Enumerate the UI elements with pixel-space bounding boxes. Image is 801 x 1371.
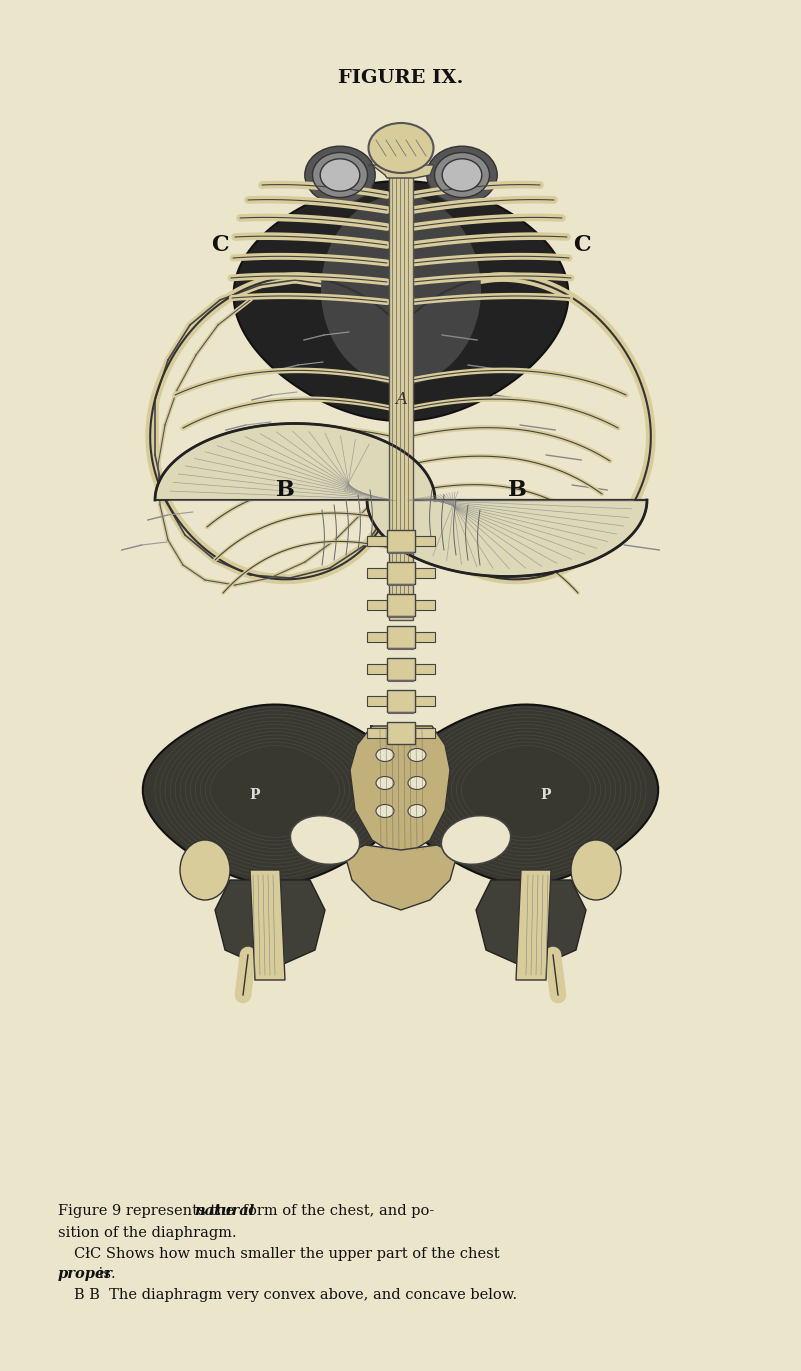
Bar [415,632,435,642]
Polygon shape [321,195,481,385]
Bar [367,632,387,642]
Text: is.: is. [94,1267,115,1282]
PathPatch shape [368,165,434,178]
Text: proper: proper [58,1267,113,1282]
Ellipse shape [571,840,621,899]
Bar [415,600,435,610]
Bar [387,531,415,553]
Text: A: A [395,392,407,409]
Polygon shape [394,705,658,884]
Text: C: C [574,234,591,256]
Bar [415,728,435,738]
Bar [387,562,415,584]
Ellipse shape [408,749,426,761]
Polygon shape [345,845,457,910]
Ellipse shape [442,159,481,191]
Polygon shape [143,705,407,884]
Bar [415,696,435,706]
Polygon shape [234,181,569,421]
Text: B B  The diaphragm very convex above, and concave below.: B B The diaphragm very convex above, and… [74,1287,517,1302]
Ellipse shape [180,840,230,899]
Ellipse shape [320,159,360,191]
Ellipse shape [376,805,394,817]
Bar [387,627,415,648]
Bar [387,690,415,712]
Bar [415,536,435,546]
Ellipse shape [376,776,394,790]
Text: B: B [508,478,526,500]
Text: Figure 9 represents the: Figure 9 represents the [58,1204,239,1219]
Ellipse shape [408,805,426,817]
Text: P: P [250,788,260,802]
Text: natural: natural [195,1204,255,1219]
Bar [387,594,415,616]
Bar [387,723,415,744]
Bar [415,664,435,675]
Polygon shape [367,500,647,576]
Ellipse shape [434,152,489,197]
Text: B: B [276,478,295,500]
Text: form of the chest, and po-: form of the chest, and po- [238,1204,434,1219]
Text: P: P [541,788,551,802]
Text: FIGURE IX.: FIGURE IX. [338,69,464,86]
Polygon shape [350,727,450,858]
Ellipse shape [368,123,433,173]
Text: C: C [211,234,229,256]
Bar [367,696,387,706]
Bar [367,728,387,738]
Bar [415,568,435,579]
Ellipse shape [441,816,511,864]
Text: sition of the diaphragm.: sition of the diaphragm. [58,1226,236,1241]
Bar [367,536,387,546]
Ellipse shape [312,152,368,197]
PathPatch shape [215,880,325,971]
PathPatch shape [250,871,285,980]
Bar [367,600,387,610]
Ellipse shape [290,816,360,864]
Ellipse shape [376,749,394,761]
Ellipse shape [305,147,375,204]
Text: CłC Shows how much smaller the upper part of the chest: CłC Shows how much smaller the upper par… [74,1246,499,1261]
PathPatch shape [516,871,551,980]
Ellipse shape [408,776,426,790]
Bar [387,658,415,680]
PathPatch shape [389,175,413,620]
Bar [367,568,387,579]
Ellipse shape [427,147,497,204]
Bar [367,664,387,675]
PathPatch shape [476,880,586,971]
Polygon shape [155,424,435,500]
